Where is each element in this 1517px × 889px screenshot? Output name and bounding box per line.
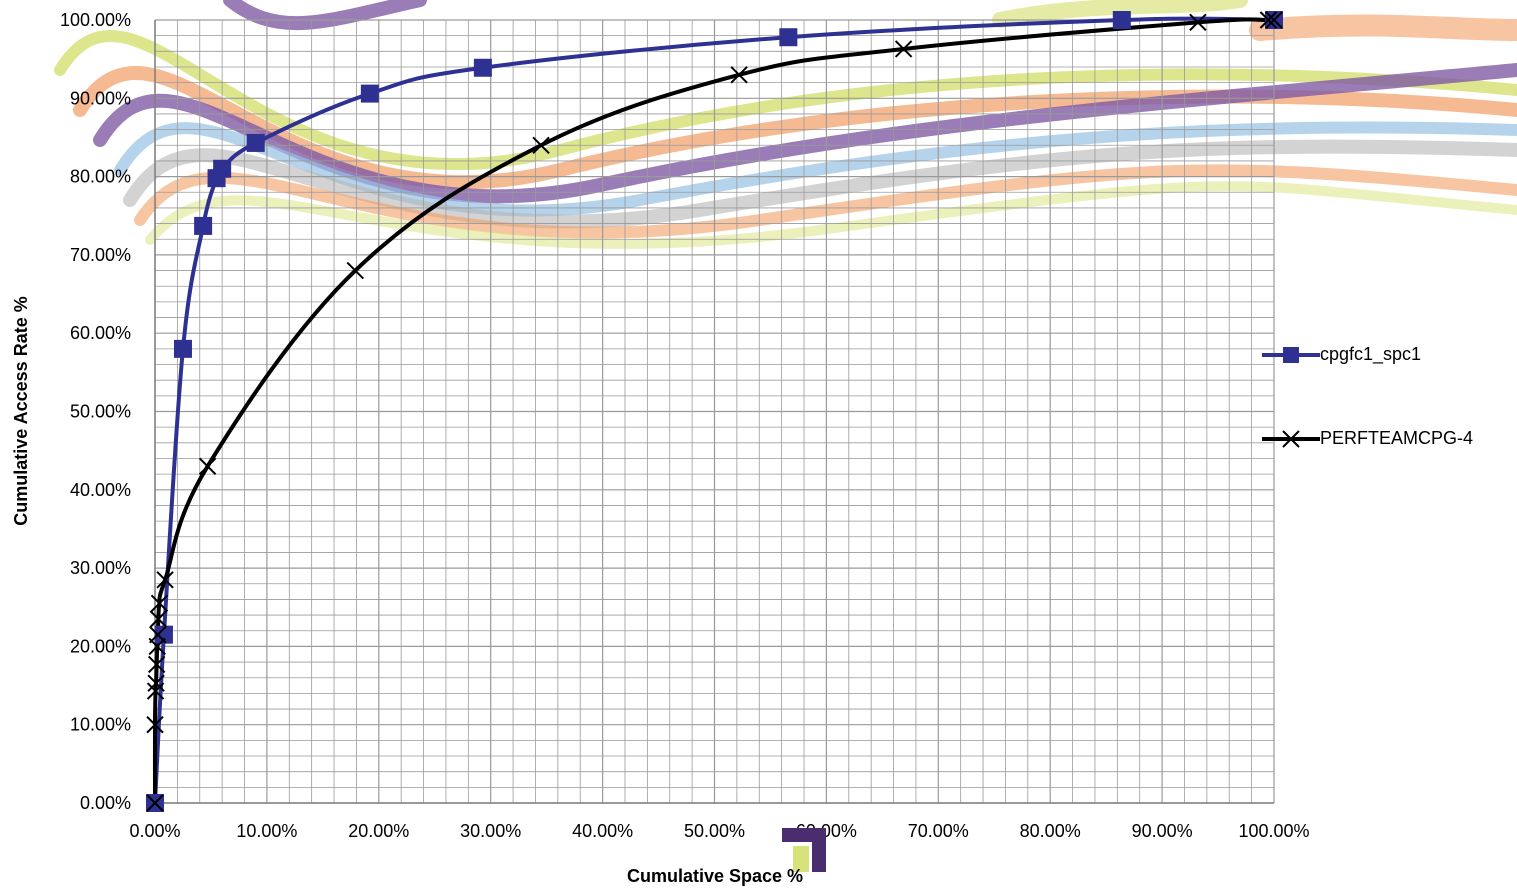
data-point-x <box>146 682 165 700</box>
x-tick-label: 100.00% <box>1238 821 1309 841</box>
data-point-x <box>147 674 165 692</box>
legend-label-series-1: cpgfc1_spc1 <box>1320 344 1422 364</box>
data-point-square <box>246 133 265 152</box>
series-line-1 <box>153 16 1276 805</box>
y-tick-label: 60.00% <box>70 323 131 343</box>
y-tick-label: 50.00% <box>70 402 131 422</box>
x-tick-label: 70.00% <box>908 821 969 841</box>
data-point-x <box>532 136 550 154</box>
data-point-x <box>1265 11 1283 29</box>
x-tick-label: 50.00% <box>684 821 745 841</box>
data-point-square <box>154 625 173 644</box>
legend-swatch-square-icon <box>1262 347 1320 363</box>
legend: cpgfc1_spc1 PERFTEAMCPG-4 <box>1262 344 1512 513</box>
data-point-x <box>150 594 169 613</box>
data-point-x <box>146 715 164 734</box>
x-tick-label: 0.00% <box>129 821 180 841</box>
y-tick-label: 100.00% <box>60 10 131 30</box>
data-point-x <box>1259 11 1278 29</box>
x-axis-title: Cumulative Space % <box>627 866 803 886</box>
y-tick-labels: 0.00% 10.00% 20.00% 30.00% 40.00% 50.00% 60.00… <box>60 10 131 813</box>
legend-label-series-2: PERFTEAMCPG-4 <box>1320 428 1474 448</box>
legend-item-series-1: cpgfc1_spc1 <box>1262 344 1512 367</box>
data-point-square <box>779 28 798 47</box>
data-point-square <box>173 339 192 358</box>
x-tick-labels: 0.00% 10.00% 20.00% 30.00% 40.00% 50.00% 60.00… <box>129 821 1309 841</box>
decorative-logo <box>782 828 826 872</box>
data-point-x <box>156 571 174 589</box>
data-point-x <box>198 457 217 476</box>
x-tick-label: 80.00% <box>1020 821 1081 841</box>
y-axis-title: Cumulative Access Rate % <box>11 296 31 525</box>
y-tick-label: 90.00% <box>70 88 131 108</box>
y-tick-label: 10.00% <box>70 715 131 735</box>
data-point-x <box>147 655 166 674</box>
x-tick-label: 10.00% <box>236 821 297 841</box>
data-point-x <box>1189 13 1207 32</box>
x-tick-label: 20.00% <box>348 821 409 841</box>
data-point-x <box>730 66 748 84</box>
data-point-x <box>149 610 168 628</box>
y-tick-label: 80.00% <box>70 167 131 187</box>
series-line-2 <box>152 17 1278 805</box>
legend-swatch-x-icon <box>1262 430 1320 448</box>
x-tick-label: 90.00% <box>1132 821 1193 841</box>
y-tick-label: 20.00% <box>70 636 131 656</box>
data-point-x <box>894 40 913 58</box>
series-markers <box>146 11 1283 812</box>
y-tick-label: 40.00% <box>70 480 131 500</box>
data-point-square <box>360 84 379 103</box>
data-point-x <box>346 261 365 280</box>
legend-item-series-2: PERFTEAMCPG-4 <box>1262 428 1512 451</box>
data-point-square <box>1112 11 1131 29</box>
y-tick-label: 30.00% <box>70 558 131 578</box>
x-tick-label: 30.00% <box>460 821 521 841</box>
data-point-square <box>473 58 492 77</box>
x-tick-label: 40.00% <box>572 821 633 841</box>
data-point-x <box>149 625 167 644</box>
grid <box>154 19 1275 804</box>
series-lines <box>152 16 1278 805</box>
y-tick-label: 0.00% <box>80 793 131 813</box>
y-tick-label: 70.00% <box>70 245 131 265</box>
data-point-x <box>146 794 164 812</box>
data-point-square <box>213 159 232 178</box>
data-point-square <box>194 216 213 235</box>
